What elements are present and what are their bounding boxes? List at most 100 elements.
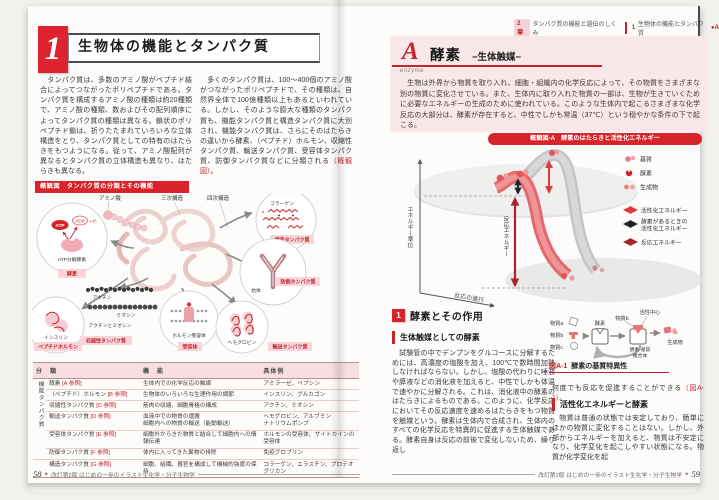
substance-b-label: 物質b bbox=[550, 331, 563, 339]
figure-a1-number: 図A-1 bbox=[549, 363, 568, 370]
left-footer-text: 改訂第2版 はじめの一歩のイラスト生化学・分子生物学 bbox=[50, 472, 195, 479]
table-row: 輸送タンパク質 [D 参照] 血液中での物質の運搬 細胞内への物質の輸送（能動輸… bbox=[33, 411, 359, 431]
activation-energy-diagram: エネルギー準位 反応の進行 反応エネルギー 基質 酵素 bbox=[406, 149, 701, 308]
insulin-caption: インスリン bbox=[44, 335, 68, 341]
section-letter: A bbox=[402, 38, 419, 65]
substrate-specificity-figure: 物質a 物質b 物質c 酵素 物質b 活性中心 酵素-基質 複合体 生成物 bbox=[550, 308, 683, 359]
publisher-mark-icon: ◆ bbox=[685, 471, 689, 476]
breadcrumb-letter: ●A bbox=[711, 25, 719, 31]
right-page-footer: 改訂第2版 はじめの一歩のイラスト生化学・分子生物学 ◆ 59 bbox=[392, 469, 700, 479]
active-center-label: 活性中心 bbox=[640, 308, 661, 316]
table-row: 受容体タンパク質 [E 参照] 細胞外からきた物質と結合して細胞内への情報伝達ホ… bbox=[33, 429, 359, 449]
section-intro-panel bbox=[390, 36, 708, 132]
chapter-number-box: 1 bbox=[38, 26, 68, 73]
publisher-mark-icon: ◆ bbox=[44, 471, 48, 476]
defense-protein-circle: 抗体 bbox=[239, 238, 307, 306]
atp-label: ATP bbox=[55, 223, 65, 229]
enzyme-example-circle: ATP ADP +Ⓟ ATP分解酵素 酵素 bbox=[36, 202, 108, 278]
contractile-badge bbox=[80, 336, 132, 345]
structural-badge bbox=[270, 235, 314, 244]
amino-acid-label: アミノ酸 bbox=[99, 194, 121, 202]
substance-b2-label: 物質b bbox=[615, 314, 628, 322]
right-footer-text: 改訂第2版 はじめの一歩のイラスト生化学・分子生物学 bbox=[538, 472, 683, 479]
legend-substrate: 基質 bbox=[640, 156, 652, 164]
quaternary-structure-label: 四次構造 bbox=[207, 194, 230, 202]
legend-reaction: 反応エネルギー bbox=[641, 239, 682, 247]
receptor-badge bbox=[178, 342, 202, 351]
actin-myosin-caption: アクチンとミオシン bbox=[89, 323, 132, 329]
svg-text:ペプチドホルモン: ペプチドホルモン bbox=[38, 344, 78, 351]
reaction-energy-label: 反応エネルギー bbox=[502, 215, 509, 257]
legend-enzyme-activation-1: 酵素があるときの bbox=[641, 218, 688, 226]
adp-label: ADP bbox=[75, 219, 84, 224]
substance-c-label: 物質c bbox=[550, 343, 563, 351]
breadcrumb-divider bbox=[625, 22, 627, 34]
polypeptide-chain-art bbox=[103, 208, 233, 292]
section-english-label: enzyme bbox=[400, 68, 425, 74]
enzyme-badge bbox=[58, 269, 86, 278]
receptor-circle: ホルモン受容体 受容体 bbox=[159, 290, 219, 351]
functional-protein-group-label: 機能タンパク質 bbox=[37, 380, 44, 428]
protein-classification-table: 分 類 機 能 具体例 機能タンパク質 酵素 [A 参照] 生体内での化学反応の… bbox=[33, 362, 359, 479]
section-subtitle: −生体触媒− bbox=[472, 52, 522, 63]
subsection-number-box: 1 bbox=[392, 309, 405, 322]
figure-a1-caption: 図A-1 酵素の基質特異性 bbox=[549, 361, 627, 371]
figure-a1-title: 酵素の基質特異性 bbox=[571, 363, 628, 370]
substance-c-icon bbox=[570, 342, 578, 350]
energy-legend: 基質 酵素 生成物 活性化エネルギー 酵素があるときの 活性化エネルギー 反応エ… bbox=[623, 156, 688, 247]
antibody-caption: 抗体 bbox=[251, 287, 261, 294]
actin-caption: アクチン bbox=[93, 295, 112, 301]
defense-badge bbox=[276, 277, 320, 286]
table-row: （ペプチド）ホルモン [B 参照] 生物体のいろいろな生理作用の調節 インスリン、… bbox=[33, 389, 359, 401]
section-intro-text: 生物は外界から物質を取り入れ、細胞・組織内の化学反応によって、その物質をさまざま… bbox=[400, 80, 700, 129]
substance-a-label: 物質a bbox=[550, 319, 563, 327]
left-page-footer: 58 ◆ 改訂第2版 はじめの一歩のイラスト生化学・分子生物学 bbox=[33, 469, 360, 479]
left-page-number: 58 bbox=[33, 469, 42, 479]
hemoglobin-caption: ヘモグロビン bbox=[228, 339, 257, 346]
substrate-enzyme-molecules bbox=[496, 149, 605, 281]
complex-caption-2: 複合体 bbox=[633, 352, 648, 359]
breadcrumb-section: 生物体の機能とタンパク質 bbox=[638, 22, 705, 37]
svg-text:防御タンパク質: 防御タンパク質 bbox=[280, 279, 315, 286]
body-text-biocatalyst: 試験管の中でデンプンをグルコースに分解するためには、高濃度の塩酸を加え、100℃… bbox=[392, 350, 555, 454]
product-label: 生成物 bbox=[667, 338, 683, 346]
legend-enzyme: 酵素 bbox=[640, 170, 652, 178]
right-page-number: 59 bbox=[691, 469, 701, 479]
table-row: 機能タンパク質 酵素 [A 参照] 生体内での化学反応の触媒 アミラーゼ、ペプシン bbox=[33, 379, 359, 428]
transport-badge bbox=[268, 342, 312, 351]
products-icons bbox=[663, 326, 678, 335]
intro-paragraph-col1: タンパク質は、多数のアミノ酸がペプチド結合によってつながったポリペプチドである。… bbox=[40, 77, 192, 176]
breadcrumb-section-number: 1 bbox=[631, 25, 636, 31]
enzyme-label: 酵素 bbox=[595, 319, 605, 327]
substance-b-icon bbox=[569, 332, 578, 339]
enzyme-recycle-arrow bbox=[593, 344, 642, 359]
peptide-hormone-circle: インスリン ペプチドホルモン bbox=[32, 296, 85, 354]
table-row: 防御タンパク質 [F 参照] 体内に入ってきた異物の排除 免疫グロブリン bbox=[33, 447, 359, 460]
chapter-title: 生物体の機能とタンパク質 bbox=[68, 33, 320, 63]
protein-classification-diagram: アミノ酸 H₂N 三次構造 四次構造 ATP ADP +Ⓟ bbox=[32, 194, 320, 354]
myosin-caption: ミオシン bbox=[116, 313, 135, 319]
breadcrumb-chapter: タンパク質の機能と遺伝のしくみ bbox=[532, 22, 617, 37]
hormone-receptor-caption: ホルモン受容体 bbox=[172, 332, 206, 339]
breadcrumb: 2章 タンパク質の機能と遺伝のしくみ 1 生物体の機能とタンパク質 ●A bbox=[514, 19, 719, 37]
header-function: 機 能 bbox=[139, 362, 261, 379]
svg-text:輸送タンパク質: 輸送タンパク質 bbox=[272, 344, 307, 351]
section-title-rule bbox=[392, 65, 602, 67]
tertiary-structure-label: 三次構造 bbox=[161, 194, 184, 202]
table-row: 構造タンパク質 [G 参照] 細胞、組織、器官を構成して機械的強度の保持 コラーゲ… bbox=[33, 458, 359, 478]
substance-a-icon bbox=[568, 316, 579, 327]
collagen-caption: コラーゲン bbox=[270, 200, 294, 207]
peptide-hormone-badge bbox=[34, 342, 82, 351]
header-classification: 分 類 bbox=[33, 362, 140, 379]
energy-figure-band: 概観図-A 酵素のはたらきと活性化エネルギー bbox=[488, 133, 702, 145]
footer-rule bbox=[197, 473, 360, 475]
table-row: 収縮性タンパク質 [C 参照] 筋肉の収縮、細胞骨格の構成 アクチン、ミオシン bbox=[33, 400, 359, 412]
legend-enzyme-activation-2: 活性化エネルギー bbox=[641, 225, 688, 233]
y-axis-label: エネルギー準位 bbox=[406, 206, 413, 248]
subsection-title: 酵素とその作用 bbox=[410, 312, 484, 323]
x-axis-label: 反応の進行 bbox=[454, 291, 485, 304]
subsection-1-header: 1 酵素とその作用 bbox=[392, 308, 483, 323]
substrate-icon bbox=[625, 156, 631, 162]
legend-activation: 活性化エネルギー bbox=[641, 207, 688, 215]
